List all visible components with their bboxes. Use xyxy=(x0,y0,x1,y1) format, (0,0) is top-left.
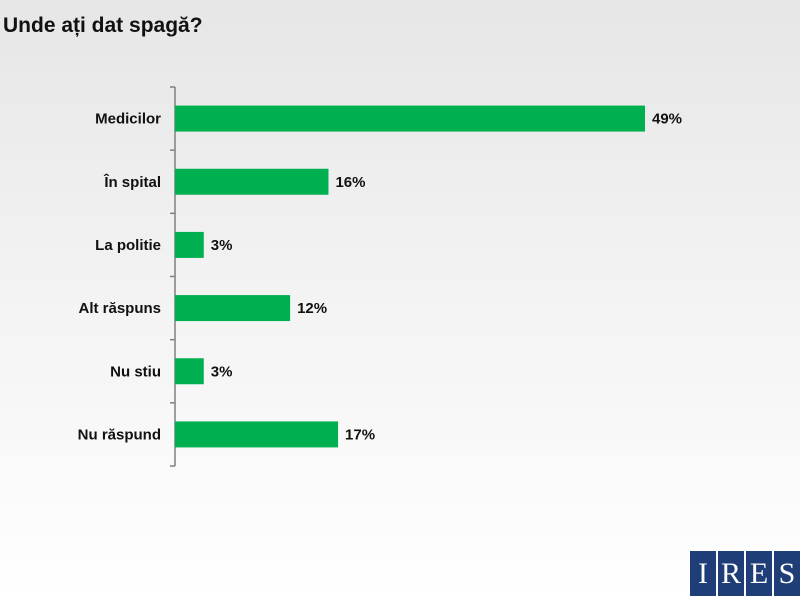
value-label: 12% xyxy=(297,300,327,317)
bar-layer xyxy=(175,105,645,448)
logo-letter-s: S xyxy=(774,551,800,596)
category-label: În spital xyxy=(103,173,161,191)
ires-logo: I R E S xyxy=(690,551,800,596)
logo-letter-i: I xyxy=(690,551,716,596)
axis-layer xyxy=(170,86,176,467)
bar xyxy=(175,421,339,448)
chart-title: Unde ați dat spagă? xyxy=(3,14,203,37)
category-label: Nu stiu xyxy=(110,363,161,380)
bar xyxy=(175,105,645,132)
category-label: La politie xyxy=(95,237,161,254)
category-label: Alt răspuns xyxy=(78,300,161,317)
bar xyxy=(175,358,204,385)
value-label: 17% xyxy=(345,426,375,443)
label-layer: Medicilor 49% În spital 16% La politie 3% Alt … xyxy=(78,111,682,444)
bar xyxy=(175,168,329,195)
value-label: 16% xyxy=(335,174,365,191)
logo-letter-r: R xyxy=(718,551,744,596)
bar xyxy=(175,231,204,258)
value-label: 3% xyxy=(211,237,233,254)
value-label: 49% xyxy=(652,111,682,128)
category-label: Nu răspund xyxy=(78,426,161,443)
logo-letter-e: E xyxy=(746,551,772,596)
category-label: Medicilor xyxy=(95,111,161,128)
value-label: 3% xyxy=(211,363,233,380)
bar xyxy=(175,295,291,322)
